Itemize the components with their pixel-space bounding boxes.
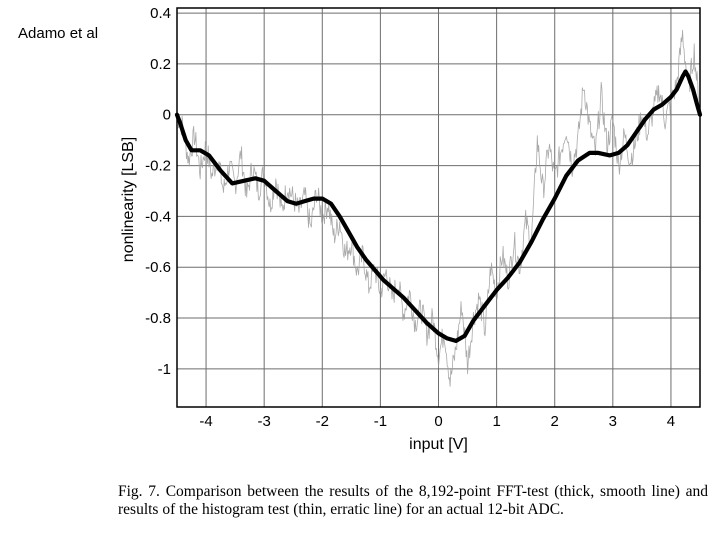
y-tick-label: -0.8 (145, 310, 171, 327)
y-tick-label: 0.2 (150, 56, 171, 73)
x-tick-label: 2 (551, 413, 559, 430)
y-tick-label: -0.6 (145, 259, 171, 276)
plot-frame (176, 7, 701, 408)
histogram-test-series-line (176, 29, 701, 387)
fft-test-series-line (174, 69, 703, 343)
grid (177, 8, 700, 407)
y-tick-label: 0.4 (150, 5, 171, 22)
x-tick-label: -1 (374, 413, 387, 430)
y-tick-label: 0 (163, 107, 171, 124)
y-tick-label: -1 (158, 361, 171, 378)
y-tick-label: -0.4 (145, 208, 171, 225)
tick-labels: -4 -3 -2 -1 0 1 2 3 4 0.4 0.2 0 -0.2 -0.4 -0.6 -0.8 -1 (145, 5, 675, 430)
y-axis-label: nonlinearity [LSB] (120, 137, 137, 262)
x-tick-label: 4 (667, 413, 675, 430)
x-tick-label: 0 (434, 413, 442, 430)
author-label: Adamo et al (18, 25, 99, 42)
x-tick-label: 3 (609, 413, 617, 430)
nonlinearity-chart: -4 -3 -2 -1 0 1 2 3 4 0.4 0.2 0 -0.2 -0.4 -0.6 -0.8 -1 i… (120, 5, 703, 453)
x-axis-label: input [V] (409, 436, 468, 453)
x-tick-label: -2 (316, 413, 329, 430)
y-tick-label: -0.2 (145, 158, 171, 175)
x-tick-label: -3 (257, 413, 270, 430)
series-layer (174, 29, 703, 387)
figure-caption: Fig. 7. Comparison between the results o… (118, 483, 708, 518)
x-tick-label: -4 (199, 413, 212, 430)
x-tick-label: 1 (492, 413, 500, 430)
